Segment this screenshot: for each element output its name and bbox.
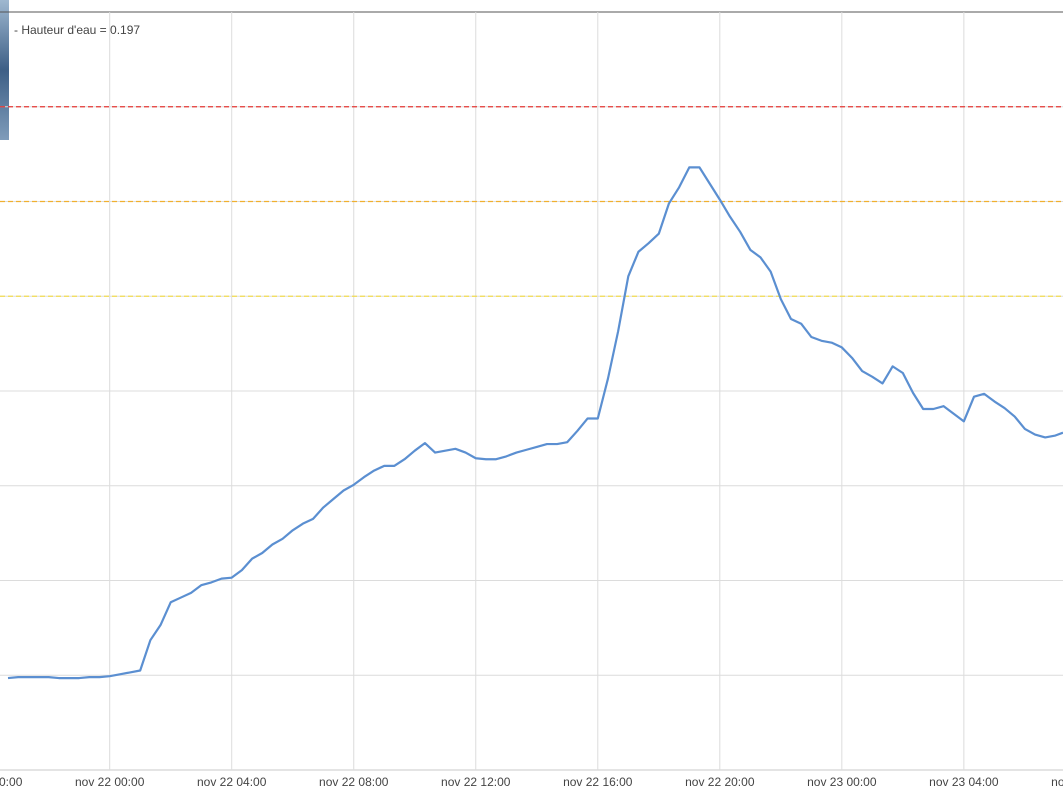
chart: nov 21 20:00 nov 22 00:00 nov 22 04:00 nov … [0,0,1063,794]
x-tick-label: nov 22 08:00 [319,775,389,789]
x-tick-label: nov 22 16:00 [563,775,633,789]
data-line [8,167,1063,678]
x-tick-label: nov 22 20:00 [685,775,755,789]
x-tick-label: nov 22 00:00 [75,775,145,789]
x-tick-label: nov 23 08:00 [1051,775,1063,789]
x-tick-label: nov 23 00:00 [807,775,877,789]
x-tick-label: nov 23 04:00 [929,775,999,789]
x-tick-label: nov 22 04:00 [197,775,267,789]
x-tick-label: nov 22 12:00 [441,775,511,789]
legend-text: - Hauteur d'eau = 0.197 [14,23,140,37]
thumbnail [0,0,9,140]
x-tick-label: nov 21 20:00 [0,775,23,789]
